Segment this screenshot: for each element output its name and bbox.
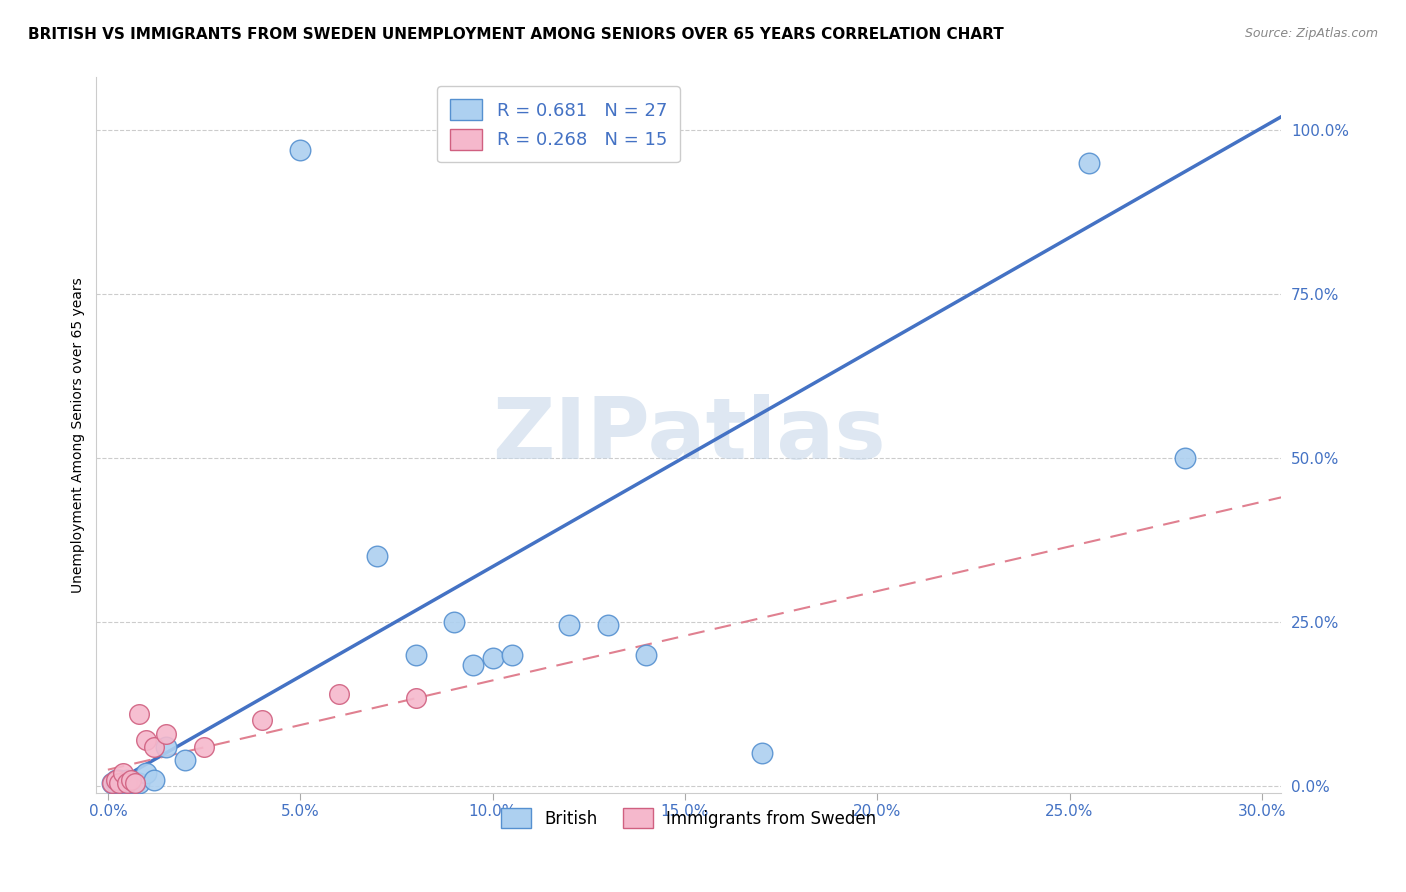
Point: [1174, 450, 1197, 465]
Point: [463, 657, 485, 672]
Point: [104, 772, 127, 787]
Point: [108, 776, 131, 790]
Point: [290, 143, 312, 157]
Point: [143, 772, 166, 787]
Text: ZIPatlas: ZIPatlas: [492, 393, 886, 476]
Point: [751, 746, 773, 760]
Text: BRITISH VS IMMIGRANTS FROM SWEDEN UNEMPLOYMENT AMONG SENIORS OVER 65 YEARS CORRE: BRITISH VS IMMIGRANTS FROM SWEDEN UNEMPL…: [28, 27, 1004, 42]
Point: [173, 753, 195, 767]
Point: [443, 615, 465, 629]
Point: [1077, 155, 1099, 169]
Point: [405, 648, 427, 662]
Point: [108, 772, 131, 787]
Point: [596, 618, 619, 632]
Point: [100, 776, 122, 790]
Point: [193, 739, 215, 754]
Point: [155, 726, 177, 740]
Point: [250, 714, 273, 728]
Point: [143, 739, 166, 754]
Point: [128, 776, 150, 790]
Point: [558, 618, 581, 632]
Point: [112, 776, 135, 790]
Point: [405, 690, 427, 705]
Point: [328, 687, 350, 701]
Point: [100, 776, 122, 790]
Point: [104, 776, 127, 790]
Point: [155, 739, 177, 754]
Point: [115, 772, 138, 787]
Point: [120, 776, 142, 790]
Point: [366, 549, 388, 564]
Legend: British, Immigrants from Sweden: British, Immigrants from Sweden: [495, 802, 883, 834]
Point: [112, 766, 135, 780]
Point: [124, 776, 146, 790]
Y-axis label: Unemployment Among Seniors over 65 years: Unemployment Among Seniors over 65 years: [72, 277, 86, 593]
Point: [104, 772, 127, 787]
Point: [108, 776, 131, 790]
Point: [128, 706, 150, 721]
Point: [636, 648, 658, 662]
Point: [124, 776, 146, 790]
Text: Source: ZipAtlas.com: Source: ZipAtlas.com: [1244, 27, 1378, 40]
Point: [481, 651, 503, 665]
Point: [501, 648, 523, 662]
Point: [135, 766, 157, 780]
Point: [115, 776, 138, 790]
Point: [135, 733, 157, 747]
Point: [120, 772, 142, 787]
